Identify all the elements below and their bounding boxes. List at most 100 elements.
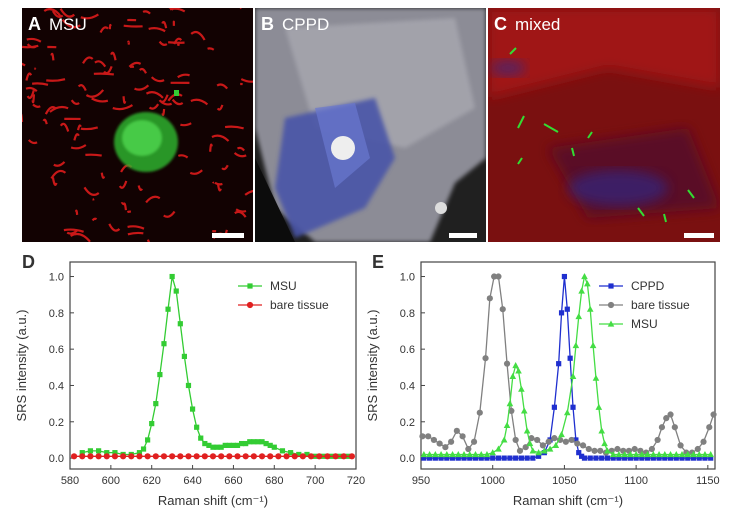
data-point <box>87 453 94 460</box>
tissue-strand <box>59 8 76 18</box>
data-point <box>644 455 651 461</box>
tissue-strand <box>70 99 80 105</box>
data-point <box>459 433 466 440</box>
data-point <box>218 453 225 460</box>
data-point <box>558 431 565 438</box>
data-point <box>581 273 588 280</box>
data-point <box>599 455 605 461</box>
x-tick-label: 1150 <box>696 475 720 487</box>
tissue-strand <box>76 124 82 131</box>
y-tick-label: 0.0 <box>49 453 64 465</box>
tissue-strand <box>127 225 145 230</box>
data-point <box>621 450 628 458</box>
y-tick-label: 0.4 <box>400 380 415 392</box>
data-point <box>279 448 286 454</box>
data-point <box>165 306 171 312</box>
tissue-strand <box>31 94 36 104</box>
panel-c-image <box>488 8 720 242</box>
data-point <box>218 444 224 450</box>
tissue-strand <box>83 186 100 196</box>
data-point <box>541 447 548 454</box>
data-point <box>601 440 608 447</box>
data-point <box>513 455 519 461</box>
data-point <box>177 453 184 460</box>
tissue-strand <box>80 126 99 131</box>
tissue-strand <box>31 82 49 86</box>
data-point <box>444 455 450 461</box>
tissue-strand <box>127 40 130 45</box>
data-point <box>592 374 600 381</box>
data-point <box>149 421 155 427</box>
data-point <box>578 287 585 294</box>
data-point <box>512 436 519 444</box>
data-point <box>209 453 217 460</box>
tissue-strand <box>171 98 184 106</box>
data-point <box>523 427 531 434</box>
data-point <box>562 438 569 445</box>
tissue-strand <box>46 78 66 82</box>
mixed-micrograph <box>488 8 720 242</box>
tissue-strand <box>146 239 151 242</box>
data-point <box>348 453 356 460</box>
tissue-strand <box>209 143 213 152</box>
tissue-strand <box>44 106 57 115</box>
data-point <box>104 450 110 456</box>
data-point <box>632 450 640 458</box>
data-point <box>299 453 306 460</box>
data-point <box>449 455 456 461</box>
tissue-strand <box>158 94 169 103</box>
data-point <box>656 455 662 461</box>
data-point <box>534 436 541 444</box>
data-point <box>593 455 599 461</box>
data-point <box>87 448 94 454</box>
data-point <box>644 450 651 458</box>
tissue-strand <box>25 86 38 93</box>
tissue-strand <box>32 103 41 108</box>
data-point <box>472 455 479 461</box>
data-point <box>579 442 587 449</box>
panel-c-scalebar <box>684 233 714 238</box>
data-point <box>476 409 483 416</box>
legend-label: MSU <box>631 317 658 331</box>
data-point <box>702 455 708 461</box>
data-point <box>267 453 274 460</box>
x-tick-label: 1000 <box>480 475 504 487</box>
data-point <box>569 372 577 379</box>
data-point <box>449 450 456 458</box>
data-point <box>627 450 634 458</box>
data-point <box>584 280 591 287</box>
data-point <box>442 444 449 451</box>
legend-label: CPPD <box>631 279 665 293</box>
data-point <box>340 453 347 460</box>
data-point <box>194 424 200 430</box>
tissue-strand <box>73 133 80 141</box>
tissue-strand <box>99 26 109 34</box>
tissue-strand <box>61 19 81 29</box>
tissue-strand <box>74 209 79 215</box>
data-point <box>173 288 179 294</box>
data-point <box>638 450 646 458</box>
data-point <box>304 451 310 458</box>
data-point <box>316 453 323 460</box>
data-point <box>509 372 517 379</box>
tissue-strand <box>145 91 164 99</box>
data-point <box>226 442 232 448</box>
data-point <box>515 367 522 374</box>
data-point <box>495 455 502 461</box>
data-point <box>461 455 467 461</box>
data-point <box>136 450 143 456</box>
data-point <box>585 445 592 453</box>
data-point <box>556 361 562 367</box>
data-point <box>520 407 528 414</box>
data-point <box>128 453 135 460</box>
data-point <box>684 450 692 458</box>
tissue-strand <box>234 210 247 218</box>
data-point <box>561 273 568 280</box>
data-point <box>570 404 576 410</box>
tissue-strand <box>190 98 209 106</box>
data-point <box>572 342 580 349</box>
data-point <box>690 450 697 458</box>
data-point <box>616 455 622 461</box>
data-point <box>655 450 663 458</box>
tissue-strand <box>118 180 128 189</box>
